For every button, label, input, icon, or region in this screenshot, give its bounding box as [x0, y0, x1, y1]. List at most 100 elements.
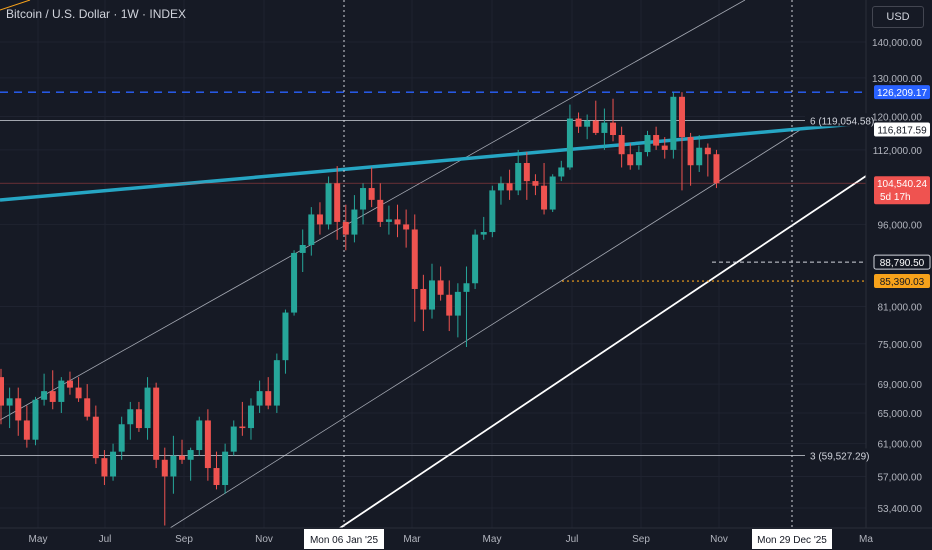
candle-body: [213, 468, 220, 486]
candle-body: [627, 154, 634, 166]
candle-body: [84, 398, 91, 417]
time-tick-label: Nov: [710, 534, 728, 545]
candle-body: [463, 283, 470, 292]
candle-body: [196, 420, 203, 451]
candle-body: [497, 183, 504, 191]
crosshair-date-bg: [304, 529, 384, 549]
candle-body: [429, 280, 435, 310]
candle-body: [144, 387, 151, 429]
candle-body: [239, 426, 246, 429]
candle-body: [584, 120, 591, 127]
candle-body: [704, 147, 711, 155]
candle-body: [558, 167, 565, 177]
candle-body: [66, 380, 73, 388]
candle-body: [411, 229, 418, 289]
candle-body: [110, 451, 117, 477]
time-tick-label: Nov: [255, 534, 273, 545]
price-tag-label: 116,817.59: [877, 126, 927, 137]
candle-body: [75, 387, 82, 399]
candle-body: [101, 458, 108, 477]
price-tag-blue: [874, 85, 930, 100]
candle-body: [127, 409, 134, 425]
candle-body: [532, 181, 539, 186]
candle-body: [541, 185, 548, 210]
candle-body: [670, 96, 677, 150]
candle-body: [179, 455, 186, 460]
candle-body: [489, 190, 496, 233]
fib-label-bg: [805, 113, 867, 127]
candle-body: [360, 188, 367, 210]
price-tick-label: 96,000.00: [878, 220, 923, 231]
orange-trend-stub: [0, 0, 31, 11]
candle-body: [635, 152, 642, 166]
candle-body: [480, 232, 487, 235]
price-tag-label: 104,540.24: [877, 179, 927, 190]
candle-body: [0, 377, 4, 406]
candle-body: [15, 398, 22, 421]
candle-body: [385, 219, 392, 222]
price-tick-label: 61,000.00: [878, 440, 923, 451]
candle-body: [325, 183, 332, 225]
channel-lower-line: [169, 129, 801, 529]
candle-body: [204, 420, 211, 469]
candle-body: [32, 399, 39, 440]
price-tick-label: 112,000.00: [873, 146, 923, 157]
trend-support-line: [339, 175, 867, 529]
candle-body: [247, 405, 254, 429]
price-tag-orange: [874, 274, 930, 289]
candle-body: [170, 455, 177, 477]
price-tag-label: 85,390.03: [880, 277, 925, 288]
time-tick-label: Jul: [566, 534, 579, 545]
candle-body: [342, 221, 349, 235]
time-tick-label: May: [29, 534, 48, 545]
candle-body: [653, 135, 660, 146]
currency-button[interactable]: USD: [872, 6, 924, 28]
candle-body: [265, 391, 272, 406]
candle-body: [351, 209, 358, 235]
candle-body: [291, 252, 298, 313]
candle-body: [161, 459, 168, 477]
price-tag-label: 88,790.50: [880, 258, 925, 269]
candle-body: [153, 387, 160, 460]
price-tick-label: 75,000.00: [878, 340, 923, 351]
candle-body: [592, 120, 599, 133]
price-tick-label: 57,000.00: [878, 472, 923, 483]
candle-body: [135, 409, 142, 429]
candle-body: [308, 214, 315, 245]
fib-label-bg: [805, 448, 867, 462]
candle-body: [41, 391, 48, 400]
candle-body: [454, 291, 461, 316]
candle-body: [618, 135, 625, 155]
time-tick-label: Mar: [403, 534, 421, 545]
candle-body: [575, 118, 582, 127]
resistance-trendline: [0, 121, 867, 202]
time-tick-label: Jul: [99, 534, 112, 545]
crosshair-date-label: Mon 29 Dec '25: [757, 535, 827, 546]
candle-body: [299, 244, 306, 253]
candle-body: [334, 183, 341, 222]
candle-body: [678, 96, 685, 138]
price-tick-label: 130,000.00: [872, 74, 922, 85]
channel-upper-line: [0, 0, 746, 421]
price-tag-red: [874, 176, 930, 205]
price-tick-label: 120,000.00: [872, 113, 922, 124]
time-tick-label: May: [483, 534, 502, 545]
candle-body: [58, 380, 65, 402]
chart-title: Bitcoin / U.S. Dollar · 1W · INDEX: [6, 7, 187, 21]
price-tick-label: 69,000.00: [878, 380, 923, 391]
price-tick-label: 53,400.00: [878, 504, 923, 515]
crosshair-date-label: Mon 06 Jan '25: [310, 535, 379, 546]
fib-level-label: 6 (119,054.58): [810, 116, 874, 127]
candle-body: [601, 122, 608, 133]
candle-body: [420, 288, 427, 310]
candle-body: [687, 137, 694, 166]
price-tag-white: [874, 122, 930, 137]
candle-body: [222, 451, 229, 486]
candle-body: [368, 188, 375, 200]
candle-body: [549, 176, 556, 210]
candle-body: [256, 391, 263, 406]
candle-body: [523, 163, 530, 182]
candle-body: [566, 118, 573, 168]
candle-body: [49, 391, 56, 402]
